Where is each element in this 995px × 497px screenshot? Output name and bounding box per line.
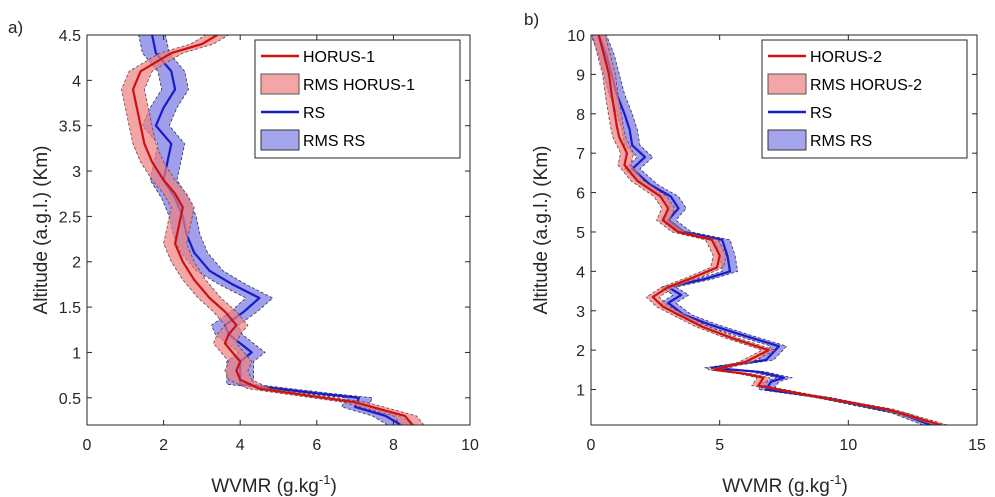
- legend-label: RMS HORUS-2: [810, 77, 922, 94]
- x-tick-label: 4: [236, 437, 245, 454]
- x-tick-label: 15: [968, 437, 986, 454]
- legend-label: RMS HORUS-1: [303, 77, 415, 94]
- y-tick-label: 2.5: [59, 209, 81, 226]
- plot-frame-b: [590, 34, 978, 426]
- panel-label-b: b): [524, 10, 539, 29]
- rms-band-horus: [121, 35, 424, 425]
- y-tick-label: 0.5: [59, 391, 81, 408]
- y-tick-label: 4: [576, 264, 585, 281]
- x-axis-label-b: WVMR (g.kg-1): [722, 472, 848, 497]
- y-tick-label: 4.5: [59, 28, 81, 45]
- chart-panel-b: b) 0 5 10 15 1 2 3 4 5 6 7 8 9 10 WVMR (g.kg-1) Altit…: [524, 10, 986, 497]
- chart-panel-a: a) 0 2 4 6 8 10 0.5 1 1.5 2 2.5 3 3.5 4 4.5 WVMR (g.kg…: [8, 18, 479, 497]
- rms-edge-rs-upper: [165, 35, 415, 425]
- legend-label: HORUS-1: [303, 49, 375, 66]
- y-tick-label: 1: [576, 383, 585, 400]
- legend-swatch-patch: [767, 129, 807, 151]
- rms-band-rs: [138, 35, 415, 425]
- y-tick-label: 1: [72, 345, 81, 362]
- legend-b: HORUS-2 RMS HORUS-2 RS RMS RS: [761, 39, 968, 159]
- panel-label-a: a): [8, 18, 23, 37]
- legend-label: RS: [810, 105, 832, 122]
- x-tick-label: 0: [83, 437, 92, 454]
- plot-frame-a: [86, 34, 471, 426]
- plot-area-b: [591, 35, 948, 425]
- legend-swatch-patch: [260, 73, 300, 95]
- y-tick-label: 7: [576, 146, 585, 163]
- y-tick-label: 3: [72, 164, 81, 181]
- x-tick-label: 0: [587, 437, 596, 454]
- y-tick-label: 9: [576, 67, 585, 84]
- y-tick-label: 1.5: [59, 300, 81, 317]
- legend-label: RMS RS: [810, 133, 872, 150]
- y-tick-label: 10: [567, 28, 585, 45]
- x-axis-label-a: WVMR (g.kg-1): [211, 472, 337, 497]
- y-axis-label-a: Altitude (a.g.l.) (Km): [31, 146, 52, 315]
- y-tick-label: 3: [576, 304, 585, 321]
- series-line-rs: [597, 35, 932, 425]
- y-tick-label: 4: [72, 73, 81, 90]
- y-tick-label: 3.5: [59, 119, 81, 136]
- rms-edge-horus-lower: [121, 35, 402, 425]
- legend-a: HORUS-1 RMS HORUS-1 RS RMS RS: [254, 39, 461, 159]
- rms-edge-horus-upper: [143, 35, 425, 425]
- x-tick-label: 10: [839, 437, 857, 454]
- y-tick-label: 6: [576, 186, 585, 203]
- x-tick-label: 8: [389, 437, 398, 454]
- plot-area-a: [121, 35, 425, 425]
- legend-swatch-patch: [767, 73, 807, 95]
- legend-swatch-patch: [260, 129, 300, 151]
- y-tick-label: 2: [72, 255, 81, 272]
- legend-label: HORUS-2: [810, 49, 882, 66]
- y-tick-label: 5: [576, 225, 585, 242]
- series-line-horus: [131, 35, 414, 425]
- ticks-a: 0 2 4 6 8 10 0.5 1 1.5 2 2.5 3 3.5 4 4.5: [59, 28, 479, 454]
- legend-label: RS: [303, 105, 325, 122]
- y-tick-label: 2: [576, 343, 585, 360]
- y-axis-label-b: Altitude (a.g.l.) (Km): [531, 146, 552, 315]
- legend-label: RMS RS: [303, 133, 365, 150]
- series-line-horus: [597, 35, 942, 425]
- x-tick-label: 2: [159, 437, 168, 454]
- y-tick-label: 8: [576, 107, 585, 124]
- x-tick-label: 5: [715, 437, 724, 454]
- x-tick-label: 10: [461, 437, 479, 454]
- x-tick-label: 6: [312, 437, 321, 454]
- ticks-b: 0 5 10 15 1 2 3 4 5 6 7 8 9 10: [567, 28, 986, 454]
- rms-edge-rs-lower: [591, 35, 924, 425]
